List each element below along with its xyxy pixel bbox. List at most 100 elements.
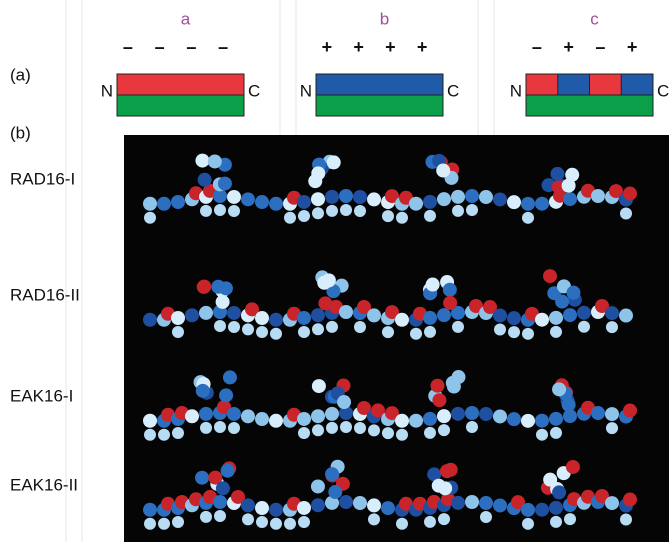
atom: [255, 412, 269, 426]
atom: [317, 276, 331, 290]
charge-segment: [149, 74, 181, 95]
atom: [200, 422, 212, 434]
atom: [216, 481, 230, 495]
atom: [214, 320, 226, 332]
atom: [382, 427, 394, 439]
panel-label: (a): [10, 65, 31, 84]
atom: [479, 407, 493, 421]
row-label: RAD16-I: [10, 169, 75, 188]
atom: [507, 195, 521, 209]
atom: [311, 192, 325, 206]
atom: [550, 516, 562, 528]
atom: [143, 503, 157, 517]
charge-segment: [590, 74, 622, 95]
atom: [566, 460, 580, 474]
atom: [424, 427, 436, 439]
atom: [312, 323, 324, 335]
c-terminus: C: [657, 81, 669, 100]
atom: [508, 326, 520, 338]
atom: [367, 308, 381, 322]
atom: [200, 205, 212, 217]
atom: [452, 205, 464, 217]
atom: [325, 467, 339, 481]
atom: [424, 516, 436, 528]
atom: [423, 412, 437, 426]
backbone: [316, 95, 443, 116]
atom: [241, 192, 255, 206]
atom: [566, 286, 580, 300]
atom: [437, 409, 451, 423]
atom: [353, 190, 367, 204]
atom: [466, 204, 478, 216]
atom: [396, 212, 408, 224]
atom: [339, 495, 353, 509]
atom: [550, 326, 562, 338]
atom: [619, 309, 633, 323]
atom: [326, 205, 338, 217]
atom: [298, 427, 310, 439]
atom: [312, 424, 324, 436]
atom: [507, 311, 521, 325]
atom: [432, 393, 446, 407]
charge-segment: [348, 74, 380, 95]
atom: [620, 208, 632, 220]
atom: [620, 514, 632, 526]
atom: [208, 154, 222, 168]
atom: [198, 173, 212, 187]
atom: [465, 495, 479, 509]
atom: [535, 313, 549, 327]
atom: [270, 328, 282, 340]
atom: [195, 154, 209, 168]
atom: [521, 197, 535, 211]
atom: [543, 473, 557, 487]
atom: [326, 422, 338, 434]
atom: [311, 409, 325, 423]
atom: [219, 281, 233, 295]
atom: [438, 513, 450, 525]
atom: [284, 212, 296, 224]
atom: [158, 429, 170, 441]
atom: [409, 414, 423, 428]
atom: [199, 407, 213, 421]
atom: [536, 429, 548, 441]
charge-sign: –: [595, 37, 605, 57]
atom: [424, 326, 436, 338]
charge-sign: +: [353, 37, 364, 57]
atom: [185, 409, 199, 423]
atom: [171, 195, 185, 209]
atom: [438, 424, 450, 436]
atom: [424, 210, 436, 222]
atom: [605, 306, 619, 320]
atom: [171, 311, 185, 325]
atom: [144, 518, 156, 530]
atom: [144, 429, 156, 441]
atom: [297, 311, 311, 325]
n-terminus: N: [101, 81, 113, 100]
atom: [493, 308, 507, 322]
atom: [354, 422, 366, 434]
atom: [466, 421, 478, 433]
atom: [197, 280, 211, 294]
atom: [563, 192, 577, 206]
charge-segment: [621, 74, 653, 95]
atom: [223, 370, 237, 384]
atom: [549, 412, 563, 426]
atom: [218, 177, 232, 191]
atom: [311, 308, 325, 322]
atom: [436, 164, 450, 178]
row-label: RAD16-II: [10, 285, 80, 304]
atom: [200, 511, 212, 523]
atom: [158, 518, 170, 530]
charge-sign: –: [123, 37, 133, 57]
atom: [443, 296, 457, 310]
charge-segment: [212, 74, 244, 95]
atom: [591, 189, 605, 203]
atom: [367, 192, 381, 206]
atom: [623, 493, 637, 507]
atom: [312, 207, 324, 219]
atom: [255, 501, 269, 515]
atom: [327, 155, 341, 169]
atom: [563, 308, 577, 322]
atom: [227, 407, 241, 421]
atom: [297, 195, 311, 209]
